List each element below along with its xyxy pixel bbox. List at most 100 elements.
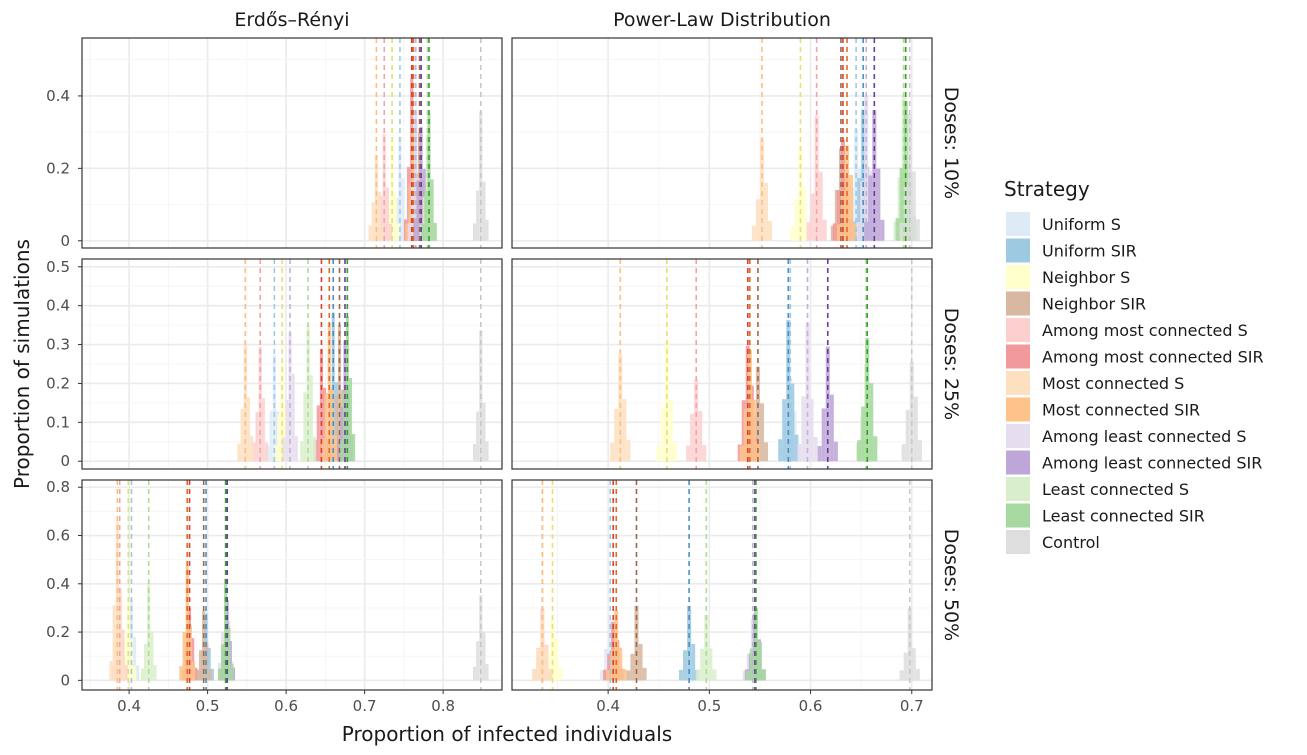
bar-6	[544, 646, 549, 681]
bar-1	[794, 434, 799, 462]
bar-10	[696, 669, 701, 681]
bar-12	[899, 222, 904, 241]
bar-4	[261, 398, 265, 462]
bar-1	[778, 439, 783, 462]
bar-0	[600, 669, 605, 681]
legend-item-4: Among most connected S	[1042, 321, 1248, 340]
bar-8	[805, 323, 810, 462]
bar-11	[217, 668, 221, 681]
bar-5	[316, 405, 320, 462]
y-tick-label: 0.8	[46, 478, 70, 496]
bar-7	[739, 445, 744, 462]
bar-12	[905, 409, 910, 462]
y-tick-label: 0.5	[46, 258, 70, 276]
bar-6	[626, 439, 631, 462]
bar-2	[280, 360, 284, 462]
bar-11	[224, 579, 228, 681]
legend-item-5: Among most connected SIR	[1042, 348, 1264, 367]
bar-5	[191, 638, 195, 681]
bar-12	[911, 171, 916, 241]
bar-11	[220, 644, 225, 681]
legend-swatch-3	[1006, 291, 1030, 316]
bar-11	[757, 641, 762, 681]
bar-5	[607, 653, 612, 681]
bar-10	[309, 375, 313, 462]
bar-11	[857, 440, 862, 462]
panel-border	[511, 479, 933, 691]
bar-7	[405, 223, 409, 241]
legend-item-11: Least connected SIR	[1042, 507, 1205, 526]
panel-0-0: 0 0.2 0.4	[46, 37, 503, 250]
bar-8	[813, 436, 818, 462]
bar-2	[133, 666, 137, 681]
legend-swatch-5	[1006, 344, 1030, 369]
bar-12	[913, 396, 918, 462]
y-tick-label: 0.4	[46, 297, 70, 315]
bar-3	[642, 667, 647, 681]
bar-7	[606, 670, 611, 681]
bar-6	[540, 617, 545, 681]
bar-4	[690, 413, 695, 462]
bar-11	[895, 218, 900, 241]
bar-6	[536, 648, 541, 681]
bar-12	[899, 670, 904, 681]
bar-4	[822, 219, 827, 241]
bar-2	[656, 445, 661, 462]
bar-10	[303, 392, 307, 462]
bar-3	[638, 644, 643, 681]
bar-8	[801, 396, 806, 462]
bar-7	[618, 647, 623, 681]
bar-7	[610, 649, 615, 681]
bar-12	[917, 440, 922, 462]
bar-9	[829, 394, 834, 462]
bar-2	[802, 186, 807, 241]
bar-7	[191, 661, 196, 681]
bar-6	[610, 442, 615, 462]
bar-6	[240, 408, 244, 462]
bar-10	[700, 648, 705, 681]
panel-1-0: 0 0.1 0.2 0.3 0.4 0.5	[46, 258, 503, 470]
bar-10	[306, 324, 310, 462]
y-tick-label: 0.2	[46, 159, 70, 177]
x-tick-label: 0.6	[799, 697, 823, 715]
bar-12	[901, 444, 906, 462]
bar-11	[227, 627, 231, 681]
bar-6	[548, 669, 553, 681]
legend-item-6: Most connected S	[1042, 374, 1184, 393]
bar-0	[269, 410, 273, 462]
bar-6	[374, 155, 378, 241]
bar-12	[903, 652, 908, 681]
bar-6	[246, 397, 250, 462]
bar-12	[476, 411, 480, 462]
bar-10	[704, 614, 709, 681]
bar-11	[869, 383, 874, 462]
bar-10	[300, 441, 304, 462]
bar-8	[291, 373, 295, 462]
bar-7	[185, 565, 189, 681]
bar-11	[865, 337, 870, 462]
bar-4	[806, 222, 811, 241]
bar-4	[264, 442, 269, 462]
bar-1	[683, 650, 688, 681]
bar-7	[751, 399, 756, 462]
column-strip-label: Power-Law Distribution	[613, 9, 831, 31]
bar-4	[694, 379, 699, 462]
bar-0	[401, 178, 405, 241]
legend-swatch-7	[1006, 397, 1030, 422]
bar-0	[604, 648, 609, 681]
bar-12	[476, 190, 480, 241]
bar-7	[179, 666, 183, 681]
bar-1	[782, 399, 787, 462]
bar-4	[255, 411, 259, 462]
bar-9	[817, 445, 822, 462]
x-tick-label: 0.4	[117, 697, 141, 715]
bar-0	[136, 665, 140, 681]
bar-12	[915, 669, 920, 681]
y-tick-label: 0	[60, 232, 70, 250]
legend-swatch-12	[1006, 530, 1030, 554]
bar-2	[129, 639, 134, 681]
bar-10	[147, 582, 151, 681]
bar-4	[124, 665, 128, 681]
bar-2	[126, 602, 130, 681]
